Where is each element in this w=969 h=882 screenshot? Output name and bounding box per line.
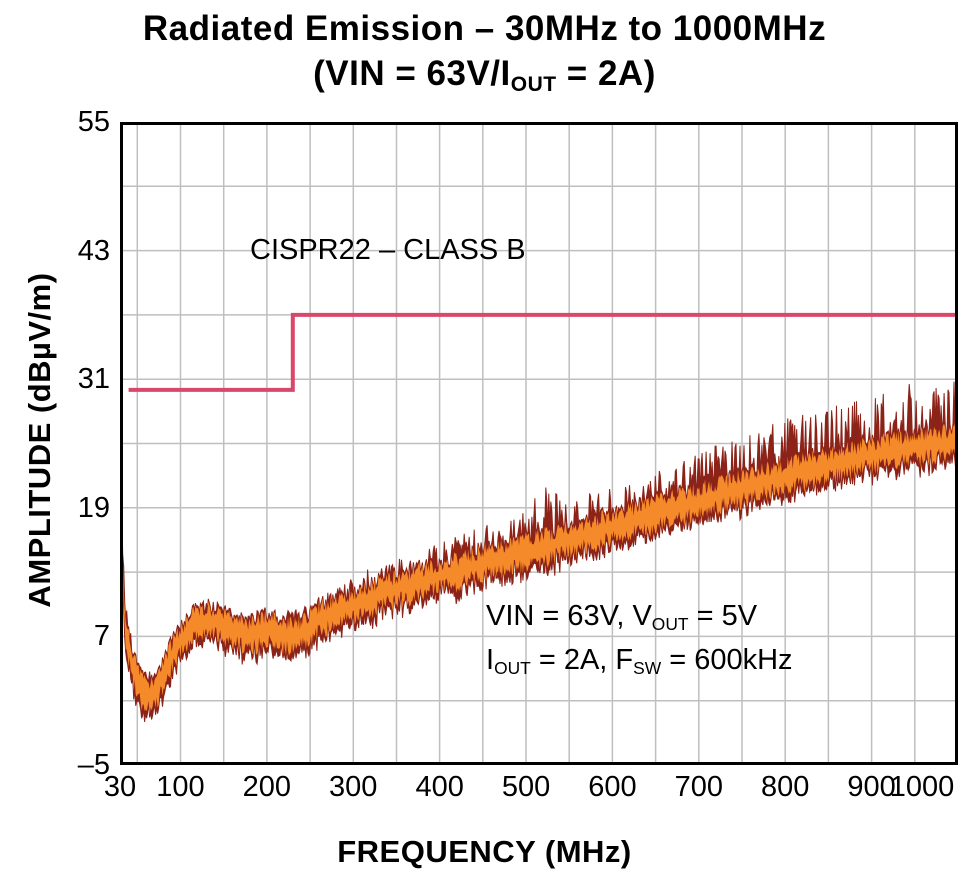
- chart-title-line1: Radiated Emission – 30MHz to 1000MHz: [142, 9, 827, 48]
- x-tick-label: 1000: [889, 771, 955, 803]
- x-tick-label: 400: [415, 771, 464, 803]
- x-tick-label: 600: [588, 771, 637, 803]
- test-conditions-line2: IOUT = 2A, FSW = 600kHz: [486, 644, 793, 679]
- chart-title-line2: (VIN = 63V/IOUT = 2A): [313, 54, 656, 97]
- x-axis-title: FREQUENCY (MHz): [337, 834, 632, 869]
- test-conditions-line1: VIN = 63V, VOUT = 5V: [486, 600, 758, 635]
- x-tick-label: 700: [674, 771, 723, 803]
- y-axis-title: AMPLITUDE (dBµV/m): [22, 272, 57, 608]
- limit-line-label: CISPR22 – CLASS B: [250, 234, 526, 266]
- x-tick-label: 500: [501, 771, 551, 803]
- chart-canvas: [120, 122, 958, 765]
- x-tick-label: 300: [329, 771, 378, 803]
- y-tick-label: 19: [77, 491, 110, 524]
- y-tick-label: 55: [77, 106, 110, 138]
- x-tick-label: 200: [242, 771, 292, 803]
- x-tick-label: 30: [103, 771, 137, 803]
- test-conditions: VIN = 63V, VOUT = 5V IOUT = 2A, FSW = 60…: [486, 596, 793, 684]
- y-tick-label: 43: [77, 234, 110, 267]
- y-tick-label: 31: [77, 363, 110, 396]
- x-tick-label: 100: [156, 771, 205, 803]
- plot-area: CISPR22 – CLASS B VIN = 63V, VOUT = 5V I…: [120, 122, 958, 765]
- y-tick-label: –5: [77, 749, 110, 781]
- y-tick-label: 7: [93, 620, 110, 653]
- x-tick-label: 900: [847, 771, 896, 803]
- chart-title: Radiated Emission – 30MHz to 1000MHz (VI…: [0, 6, 969, 101]
- x-tick-label: 800: [761, 771, 810, 803]
